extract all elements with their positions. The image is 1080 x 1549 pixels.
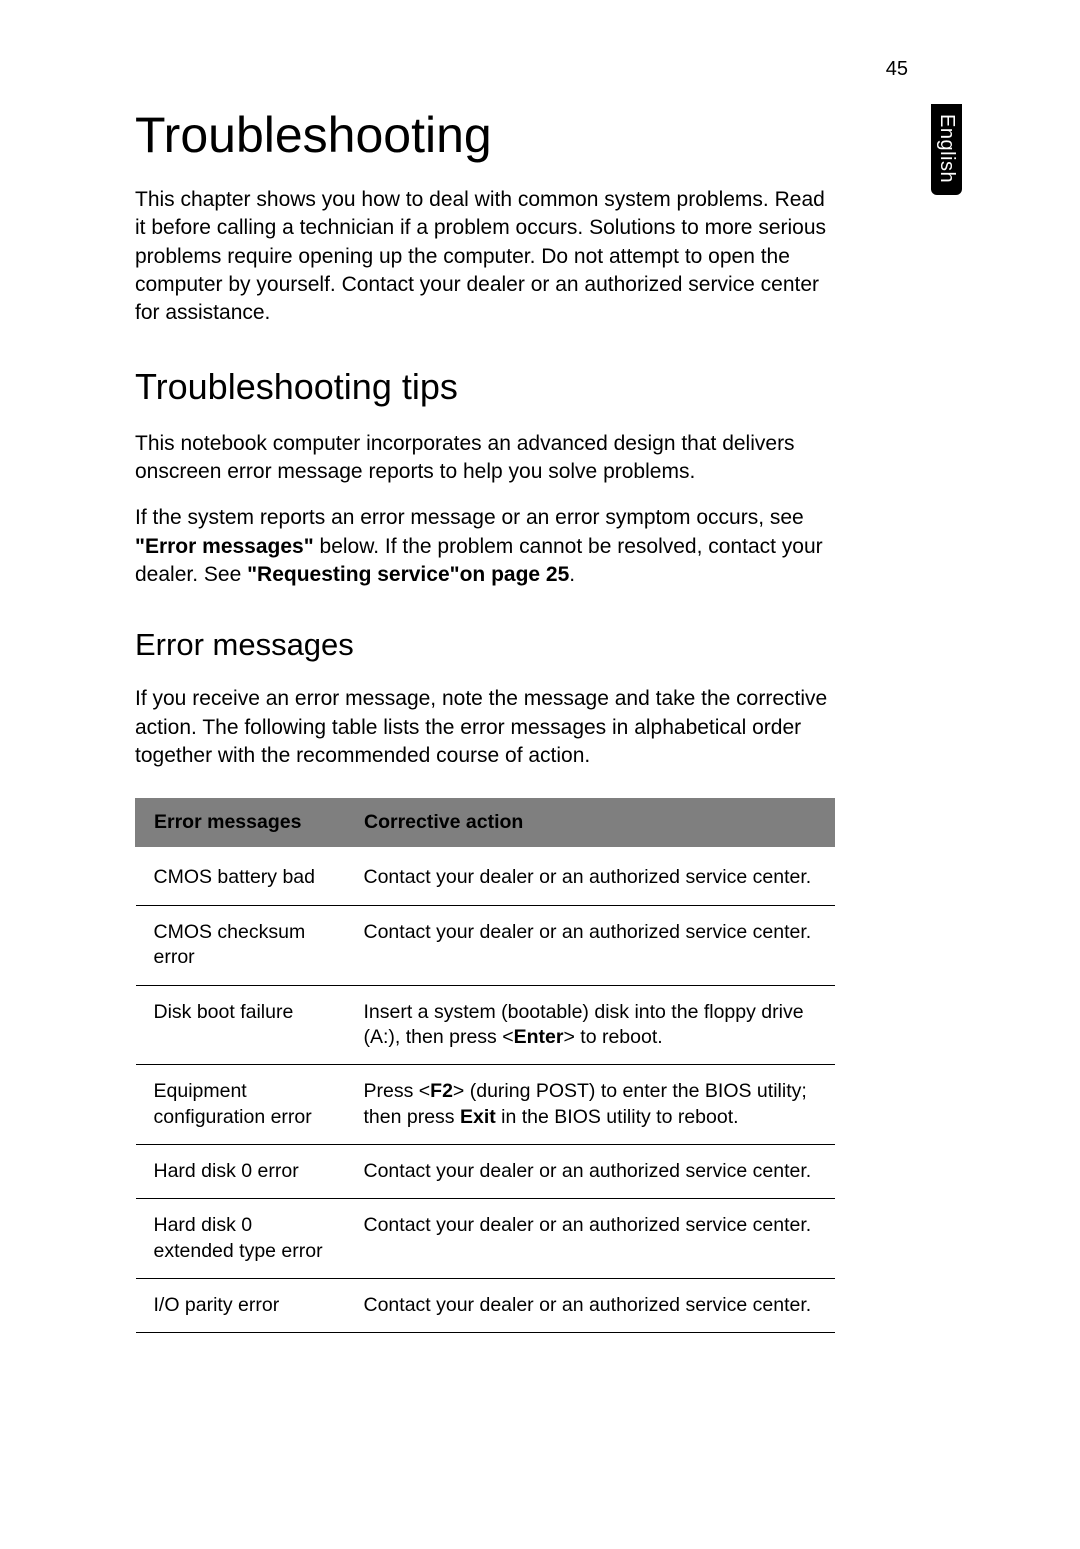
intro-paragraph: This chapter shows you how to deal with … xyxy=(135,186,835,328)
error-messages-table: Error messages Corrective action CMOS ba… xyxy=(135,798,835,1333)
error-intro-paragraph: If you receive an error message, note th… xyxy=(135,685,835,770)
table-cell-action: Contact your dealer or an authorized ser… xyxy=(346,1278,835,1332)
table-row: Hard disk 0 extended type error Contact … xyxy=(136,1199,835,1279)
table-cell-action: Insert a system (bootable) disk into the… xyxy=(346,985,835,1065)
tips-paragraph-1: This notebook computer incorporates an a… xyxy=(135,430,835,487)
table-cell-msg: Disk boot failure xyxy=(136,985,346,1065)
table-row: CMOS battery bad Contact your dealer or … xyxy=(136,847,835,905)
bold-text: Enter xyxy=(514,1026,564,1048)
bold-text: Exit xyxy=(460,1106,496,1128)
text-span: Press < xyxy=(364,1080,431,1102)
table-cell-action: Contact your dealer or an authorized ser… xyxy=(346,1144,835,1198)
table-header-cell: Error messages xyxy=(136,799,346,847)
table-cell-msg: Hard disk 0 extended type error xyxy=(136,1199,346,1279)
page-number: 45 xyxy=(886,58,908,81)
table-row: I/O parity error Contact your dealer or … xyxy=(136,1278,835,1332)
section-heading-tips: Troubleshooting tips xyxy=(135,366,950,408)
table-cell-msg: Hard disk 0 error xyxy=(136,1144,346,1198)
table-row: Hard disk 0 error Contact your dealer or… xyxy=(136,1144,835,1198)
table-cell-msg: I/O parity error xyxy=(136,1278,346,1332)
text-span: . xyxy=(569,563,575,586)
bold-text: F2 xyxy=(430,1080,453,1102)
table-cell-msg: CMOS battery bad xyxy=(136,847,346,905)
table-row: Disk boot failure Insert a system (boota… xyxy=(136,985,835,1065)
table-cell-action: Contact your dealer or an authorized ser… xyxy=(346,905,835,985)
bold-text: "Error messages" xyxy=(135,535,314,558)
text-span: > to reboot. xyxy=(563,1026,662,1048)
document-page: 45 English Troubleshooting This chapter … xyxy=(0,0,1080,1549)
table-cell-action: Contact your dealer or an authorized ser… xyxy=(346,847,835,905)
table-row: Equipment configuration error Press <F2>… xyxy=(136,1065,835,1145)
table-cell-action: Press <F2> (during POST) to enter the BI… xyxy=(346,1065,835,1145)
text-span: in the BIOS utility to reboot. xyxy=(496,1106,739,1128)
table-header-cell: Corrective action xyxy=(346,799,835,847)
table-cell-action: Contact your dealer or an authorized ser… xyxy=(346,1199,835,1279)
table-cell-msg: CMOS checksum error xyxy=(136,905,346,985)
tips-paragraph-2: If the system reports an error message o… xyxy=(135,504,835,589)
bold-text: "Requesting service"on page 25 xyxy=(247,563,569,586)
table-header-row: Error messages Corrective action xyxy=(136,799,835,847)
table-cell-msg: Equipment configuration error xyxy=(136,1065,346,1145)
table-row: CMOS checksum error Contact your dealer … xyxy=(136,905,835,985)
language-tab: English xyxy=(931,104,962,195)
section-heading-error-messages: Error messages xyxy=(135,627,950,663)
page-title: Troubleshooting xyxy=(135,106,950,164)
text-span: If the system reports an error message o… xyxy=(135,506,804,529)
